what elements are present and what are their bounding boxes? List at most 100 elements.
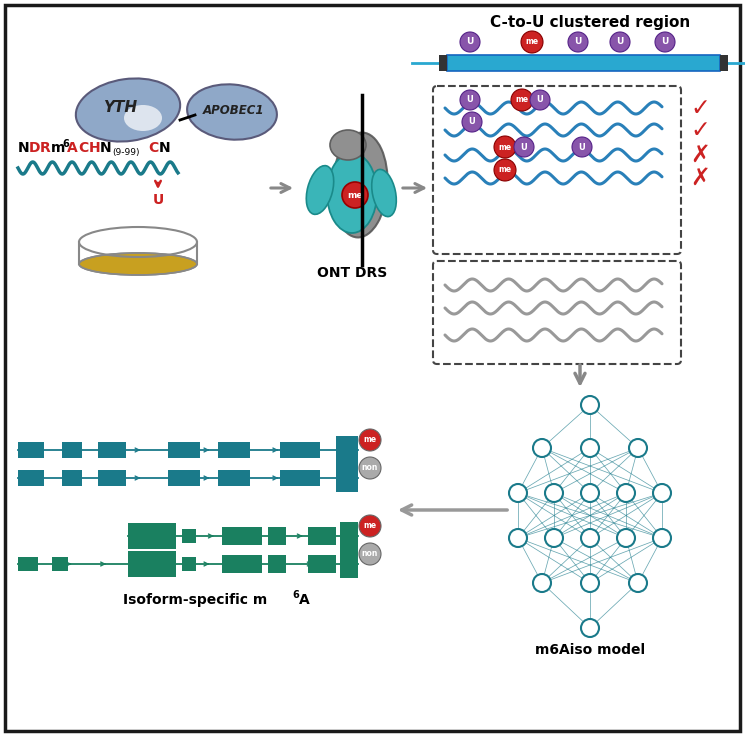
Circle shape — [629, 439, 647, 457]
Circle shape — [581, 396, 599, 414]
Circle shape — [342, 182, 368, 208]
Text: APOBEC1: APOBEC1 — [203, 104, 264, 116]
Bar — [218, 470, 250, 486]
Circle shape — [653, 484, 671, 502]
Bar — [182, 557, 196, 571]
Circle shape — [617, 484, 635, 502]
Circle shape — [494, 136, 516, 158]
Circle shape — [359, 457, 381, 479]
Text: 6: 6 — [62, 139, 69, 149]
Circle shape — [610, 32, 630, 52]
Circle shape — [545, 484, 563, 502]
Circle shape — [509, 484, 527, 502]
Text: me: me — [498, 143, 512, 152]
Bar — [268, 555, 286, 573]
Bar — [218, 442, 250, 458]
Bar — [280, 470, 320, 486]
Bar — [98, 470, 126, 486]
Text: R: R — [40, 141, 51, 155]
Circle shape — [581, 529, 599, 547]
Text: non: non — [362, 464, 378, 473]
Bar — [168, 470, 200, 486]
Text: me: me — [364, 522, 376, 531]
Bar — [308, 555, 336, 573]
Ellipse shape — [332, 132, 387, 238]
Bar — [222, 555, 262, 573]
Circle shape — [581, 574, 599, 592]
FancyBboxPatch shape — [447, 55, 720, 71]
Text: Isoform-specific m: Isoform-specific m — [123, 593, 267, 607]
Circle shape — [462, 112, 482, 132]
Circle shape — [581, 484, 599, 502]
Bar — [268, 527, 286, 545]
Text: A: A — [299, 593, 310, 607]
Circle shape — [617, 529, 635, 547]
Text: N: N — [159, 141, 171, 155]
Text: N: N — [100, 141, 112, 155]
Bar — [340, 550, 358, 578]
Ellipse shape — [327, 153, 377, 233]
Text: U: U — [574, 38, 582, 46]
Text: ✓: ✓ — [690, 96, 710, 120]
Ellipse shape — [76, 79, 180, 141]
Circle shape — [545, 529, 563, 547]
Text: U: U — [536, 96, 543, 105]
Text: U: U — [521, 143, 527, 152]
Circle shape — [581, 439, 599, 457]
Circle shape — [460, 32, 480, 52]
Bar — [308, 527, 336, 545]
Text: U: U — [153, 193, 164, 207]
Text: m6Aiso model: m6Aiso model — [535, 643, 645, 657]
Circle shape — [655, 32, 675, 52]
Circle shape — [359, 429, 381, 451]
Ellipse shape — [330, 130, 366, 160]
Circle shape — [530, 90, 550, 110]
Text: ✗: ✗ — [690, 143, 710, 167]
Text: ✓: ✓ — [690, 118, 710, 142]
Text: D: D — [29, 141, 40, 155]
Circle shape — [629, 574, 647, 592]
Bar — [52, 557, 68, 571]
Text: U: U — [662, 38, 669, 46]
Circle shape — [653, 529, 671, 547]
Text: m: m — [51, 141, 66, 155]
Bar — [128, 523, 176, 549]
Bar — [18, 470, 44, 486]
Ellipse shape — [79, 253, 197, 275]
Bar — [336, 436, 358, 464]
Bar — [439, 55, 447, 71]
Ellipse shape — [124, 105, 162, 131]
Text: H: H — [89, 141, 101, 155]
Bar — [18, 442, 44, 458]
Text: A: A — [67, 141, 77, 155]
Circle shape — [521, 31, 543, 53]
Text: U: U — [466, 96, 473, 105]
Text: 6: 6 — [292, 590, 299, 600]
Circle shape — [359, 543, 381, 565]
Text: C: C — [148, 141, 158, 155]
Text: non: non — [362, 550, 378, 559]
Circle shape — [359, 515, 381, 537]
Circle shape — [522, 32, 542, 52]
Circle shape — [533, 439, 551, 457]
Text: U: U — [469, 118, 475, 127]
Bar — [168, 442, 200, 458]
Bar — [280, 442, 320, 458]
Bar — [128, 551, 176, 577]
Bar — [182, 529, 196, 543]
Bar — [98, 442, 126, 458]
Text: ✗: ✗ — [690, 166, 710, 190]
Text: N: N — [18, 141, 30, 155]
Bar — [336, 464, 358, 492]
Circle shape — [509, 529, 527, 547]
Text: me: me — [347, 191, 363, 199]
Text: YTH: YTH — [103, 101, 137, 116]
Text: U: U — [466, 38, 474, 46]
Text: ONT DRS: ONT DRS — [317, 266, 387, 280]
Text: U: U — [579, 143, 586, 152]
Circle shape — [568, 32, 588, 52]
Text: U: U — [616, 38, 624, 46]
Ellipse shape — [187, 85, 277, 140]
Circle shape — [572, 137, 592, 157]
Bar — [340, 522, 358, 550]
